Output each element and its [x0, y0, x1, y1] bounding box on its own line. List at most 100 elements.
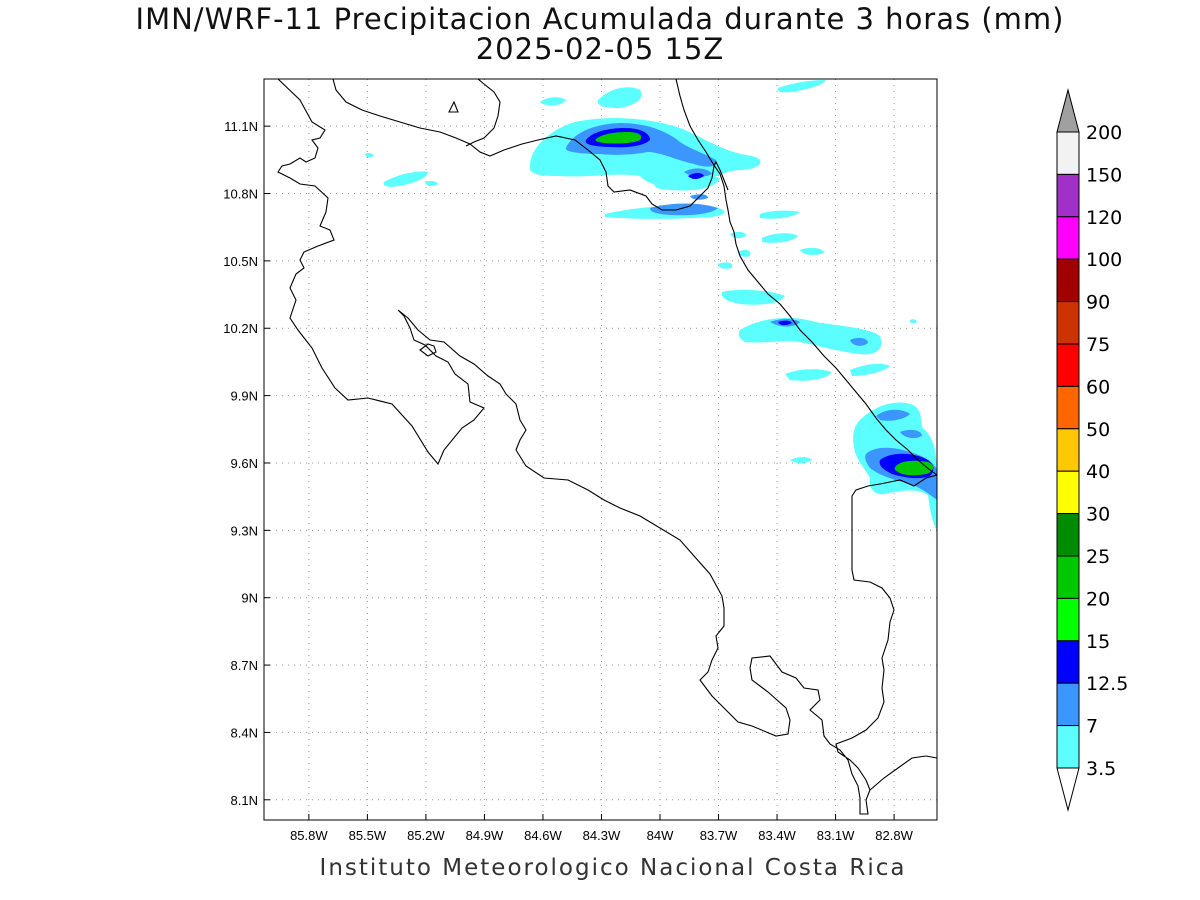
colorbar-label: 7 [1086, 716, 1098, 738]
precip-area [738, 317, 882, 355]
precip-area [595, 132, 642, 144]
precip-area [785, 369, 832, 381]
lon-tick-label: 83.1W [817, 828, 855, 843]
lon-tick-label: 84.3W [583, 828, 621, 843]
footer-credit: Instituto Meteorologico Nacional Costa R… [319, 855, 907, 881]
precip-area [790, 457, 812, 463]
colorbar-swatch [1056, 640, 1080, 684]
colorbar-label: 30 [1086, 504, 1110, 526]
pacific-coastline [277, 79, 937, 815]
lat-tick-label: 10.8N [223, 187, 258, 202]
precip-area [777, 80, 826, 93]
colorbar-bottom-arrow [1056, 767, 1080, 812]
colorbar-label: 100 [1086, 249, 1122, 271]
lon-tick-label: 83.7W [700, 828, 738, 843]
colorbar-label: 120 [1086, 207, 1122, 229]
colorbar-swatch [1056, 131, 1080, 175]
lon-tick-label: 85.2W [407, 828, 445, 843]
colorbar-swatch [1056, 513, 1080, 557]
island [419, 343, 437, 357]
lat-tick-label: 8.4N [231, 725, 258, 740]
coastline [277, 79, 937, 815]
colorbar-swatch [1056, 470, 1080, 515]
precip-area [900, 429, 922, 439]
lat-tick-label: 10.5N [223, 254, 258, 269]
colorbar-label: 90 [1086, 292, 1110, 314]
colorbar-swatch [1056, 428, 1080, 472]
lat-tick-label: 9.3N [231, 523, 258, 538]
precip-area [850, 337, 868, 346]
precip-area [425, 180, 438, 187]
map-title: IMN/WRF-11 Precipitacion Acumulada duran… [135, 2, 1065, 36]
colorbar-swatch [1056, 597, 1080, 642]
precip-area [597, 87, 642, 108]
colorbar-label: 15 [1086, 631, 1110, 653]
colorbar-label: 150 [1086, 164, 1122, 186]
precip-area [850, 363, 890, 376]
precip-area [800, 247, 824, 255]
precip-area [762, 233, 798, 243]
lon-tick-label: 85.5W [349, 828, 387, 843]
precip-area [738, 249, 751, 257]
lat-tick-label: 8.7N [231, 658, 258, 673]
precip-area [688, 173, 704, 179]
precip-area [540, 97, 566, 106]
precip-area [730, 231, 746, 239]
colorbar-swatch [1056, 216, 1080, 260]
plot-frame [263, 78, 938, 821]
colorbar-label: 3.5 [1086, 758, 1116, 780]
colorbar-swatch [1056, 301, 1080, 345]
longitude-axis: 85.8W 85.5W 85.2W 84.9W 84.6W 84.3W 84W 83.7W 83… [290, 814, 914, 843]
lat-tick-label: 11.1N [224, 119, 258, 134]
latitude-axis: 11.1N 10.8N 10.5N 10.2N 9.9N 9.6N 9.3N 9N 8.7N 8.… [223, 119, 270, 808]
colorbar-label: 12.5 [1086, 673, 1128, 695]
gridlines [264, 79, 937, 820]
colorbar-swatch [1056, 682, 1080, 727]
colorbar-label: 20 [1086, 588, 1110, 610]
colorbar-swatch [1056, 725, 1080, 769]
island [448, 100, 459, 113]
precip-area [909, 319, 917, 324]
lat-tick-label: 9.9N [231, 389, 258, 404]
precip-area [778, 320, 792, 326]
panama-coastline [869, 755, 937, 791]
colorbar-label: 50 [1086, 419, 1110, 441]
colorbar-top-arrow [1056, 88, 1080, 133]
colorbar-swatch [1056, 258, 1080, 303]
lake-shore [465, 79, 501, 147]
lon-tick-label: 83.4W [758, 828, 796, 843]
precip-area [383, 171, 428, 187]
lon-tick-label: 85.8W [290, 828, 328, 843]
map-date-subtitle: 2025-02-05 15Z [475, 32, 725, 66]
lat-tick-label: 9N [241, 591, 258, 606]
precip-area [872, 487, 887, 493]
precip-area [876, 409, 910, 421]
precip-area [721, 289, 785, 305]
colorbar-label: 60 [1086, 376, 1110, 398]
colorbar-swatch [1056, 385, 1080, 430]
precip-area [365, 152, 374, 158]
colorbar-label: 75 [1086, 334, 1110, 356]
caribbean-coastline [675, 79, 937, 476]
lon-tick-label: 84W [647, 828, 674, 843]
colorbar-legend: 200 150 120 100 90 75 60 50 40 30 25 20 15 12.5 7 3.5 [1056, 88, 1128, 812]
colorbar-swatch [1056, 343, 1080, 387]
lat-tick-label: 9.6N [231, 456, 258, 471]
lon-tick-label: 84.9W [466, 828, 504, 843]
lon-tick-label: 84.6W [524, 828, 562, 843]
lon-tick-label: 82.8W [875, 828, 913, 843]
border-line [332, 79, 729, 211]
precip-area [650, 203, 718, 216]
precip-area [654, 174, 720, 191]
precipitation-field [365, 80, 937, 530]
colorbar-label: 200 [1086, 122, 1122, 144]
colorbar-swatch [1056, 173, 1080, 218]
precip-area [718, 262, 733, 269]
colorbar-label: 40 [1086, 461, 1110, 483]
lat-tick-label: 8.1N [231, 793, 258, 808]
lat-tick-label: 10.2N [223, 321, 258, 336]
precip-area [760, 210, 800, 219]
colorbar-label: 25 [1086, 546, 1110, 568]
colorbar-swatch [1056, 555, 1080, 599]
